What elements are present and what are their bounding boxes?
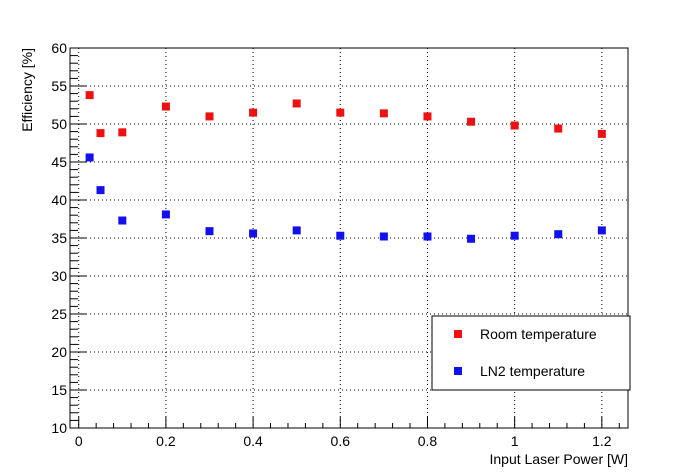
data-points <box>85 91 606 243</box>
y-tick-label: 50 <box>51 116 67 132</box>
y-tick-label: 40 <box>51 192 67 208</box>
x-tick-label: 0.4 <box>243 433 263 449</box>
ln2-temperature-point <box>292 226 301 235</box>
x-axis-label: Input Laser Power [W] <box>489 451 628 467</box>
x-tick-label: 1 <box>511 433 519 449</box>
y-tick-labels: 10 15 20 25 30 35 40 45 50 55 60 <box>51 40 67 436</box>
room-temperature-point <box>85 91 94 100</box>
x-tick-labels: 0 0.2 0.4 0.6 0.8 1 1.2 <box>75 433 612 449</box>
y-tick-label: 10 <box>51 420 67 436</box>
room-temperature-point <box>423 112 432 121</box>
room-temperature-point <box>336 108 345 117</box>
y-tick-label: 45 <box>51 154 67 170</box>
y-tick-label: 15 <box>51 382 67 398</box>
ln2-temperature-point <box>379 232 388 241</box>
ln2-temperature-point <box>96 186 105 195</box>
axis-ticks <box>70 47 620 429</box>
legend-label-room: Room temperature <box>480 326 597 342</box>
room-temperature-point <box>205 112 214 121</box>
room-temperature-point <box>379 109 388 118</box>
room-temperature-point <box>292 99 301 108</box>
ln2-temperature-point <box>467 234 476 243</box>
x-tick-label: 0 <box>75 433 83 449</box>
x-tick-label: 1.2 <box>592 433 612 449</box>
ln2-temperature-point <box>336 231 345 240</box>
ln2-temperature-point <box>423 232 432 241</box>
legend-marker-ln2 <box>454 367 462 375</box>
y-tick-label: 25 <box>51 306 67 322</box>
y-tick-label: 55 <box>51 78 67 94</box>
ln2-temperature-point <box>118 216 127 225</box>
room-temperature-point <box>249 108 258 117</box>
room-temperature-point <box>597 129 606 138</box>
legend-marker-room <box>454 330 462 338</box>
ln2-temperature-point <box>249 229 258 238</box>
y-tick-label: 35 <box>51 230 67 246</box>
legend-label-ln2: LN2 temperature <box>480 363 585 379</box>
y-tick-label: 60 <box>51 40 67 56</box>
ln2-temperature-point <box>205 227 214 236</box>
room-temperature-point <box>510 121 519 130</box>
x-tick-label: 0.2 <box>156 433 176 449</box>
ln2-temperature-point <box>161 210 170 219</box>
x-tick-label: 0.6 <box>331 433 351 449</box>
room-temperature-point <box>467 117 476 126</box>
y-axis-label: Efficiency [%] <box>19 48 35 132</box>
room-temperature-point <box>96 129 105 138</box>
room-temperature-point <box>554 124 563 133</box>
room-temperature-point <box>161 102 170 111</box>
room-temperature-point <box>118 128 127 137</box>
ln2-temperature-point <box>597 226 606 235</box>
y-tick-label: 20 <box>51 344 67 360</box>
ln2-temperature-point <box>554 230 563 239</box>
y-tick-label: 30 <box>51 268 67 284</box>
legend-box <box>431 315 631 391</box>
x-tick-label: 0.8 <box>418 433 438 449</box>
ln2-temperature-point <box>85 153 94 162</box>
ln2-temperature-point <box>510 231 519 240</box>
legend: Room temperature LN2 temperature <box>431 315 631 391</box>
